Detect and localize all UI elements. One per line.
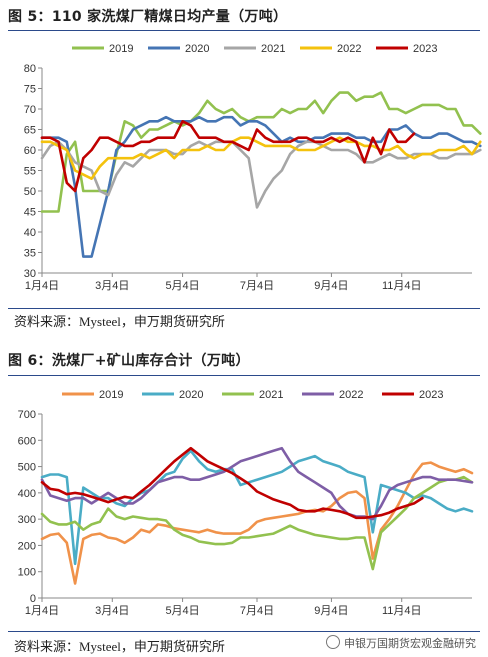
- chart1-title-rule: [8, 30, 480, 31]
- x-tick-label: 1月4日: [25, 280, 59, 292]
- chart2-source-rule: [8, 631, 480, 632]
- y-tick-label: 80: [24, 63, 36, 75]
- legend-label-2020: 2020: [185, 43, 209, 55]
- x-tick-label: 7月4日: [240, 605, 274, 617]
- chart1-source: 资料来源：Mysteel，申万期货研究所: [14, 314, 225, 329]
- x-tick-label: 11月4日: [382, 280, 422, 292]
- y-tick-label: 0: [30, 593, 36, 605]
- y-tick-label: 100: [18, 567, 36, 579]
- y-tick-label: 200: [18, 540, 36, 552]
- y-tick-label: 65: [24, 125, 36, 137]
- y-tick-label: 45: [24, 207, 36, 219]
- legend-label-2020: 2020: [179, 389, 203, 401]
- y-tick-label: 600: [18, 435, 36, 447]
- chart1-source-rule: [8, 308, 480, 309]
- x-tick-label: 5月4日: [165, 605, 199, 617]
- x-tick-label: 11月4日: [382, 605, 422, 617]
- legend-label-2023: 2023: [419, 389, 443, 401]
- series-line-2019: [40, 461, 474, 585]
- y-tick-label: 50: [24, 186, 36, 198]
- y-tick-label: 55: [24, 166, 36, 178]
- y-tick-label: 700: [18, 409, 36, 421]
- x-tick-label: 3月4日: [95, 605, 129, 617]
- y-tick-label: 40: [24, 227, 36, 239]
- legend-label-2022: 2022: [339, 389, 363, 401]
- y-tick-label: 300: [18, 514, 36, 526]
- series-line-2023: [40, 120, 416, 193]
- series-line-2022: [40, 136, 482, 180]
- chart2-title: 图 6：洗煤厂+矿山库存合计（万吨）: [8, 353, 250, 369]
- y-tick-label: 35: [24, 248, 36, 260]
- y-tick-label: 70: [24, 104, 36, 116]
- series-line-2020: [40, 115, 482, 258]
- y-tick-label: 500: [18, 462, 36, 474]
- legend-label-2019: 2019: [99, 389, 123, 401]
- x-tick-label: 9月4日: [314, 605, 348, 617]
- y-tick-label: 400: [18, 488, 36, 500]
- y-tick-label: 60: [24, 145, 36, 157]
- x-tick-label: 3月4日: [95, 280, 129, 292]
- series-line-2022: [40, 446, 474, 521]
- legend-label-2022: 2022: [337, 43, 361, 55]
- legend-label-2021: 2021: [259, 389, 283, 401]
- watermark: 申银万国期货宏观金融研究: [326, 635, 476, 651]
- legend-label-2021: 2021: [261, 43, 285, 55]
- series-line-2023: [40, 446, 424, 520]
- chart2-svg: 2019 2020 2021 2022 2023 0 100 200 300 400 500 600 7…: [18, 389, 474, 617]
- x-tick-label: 5月4日: [165, 280, 199, 292]
- series-line-2021: [40, 475, 474, 571]
- x-tick-label: 7月4日: [240, 280, 274, 292]
- legend-label-2019: 2019: [109, 43, 133, 55]
- chart1-svg: 2019 2020 2021 2022 2023 30 35 40 45 50 55 60 65 70 75…: [24, 43, 482, 292]
- series-line-2021: [40, 140, 482, 209]
- y-tick-label: 75: [24, 84, 36, 96]
- x-tick-label: 9月4日: [314, 280, 348, 292]
- wechat-icon: [326, 635, 340, 649]
- legend-label-2023: 2023: [413, 43, 437, 55]
- chart2-source: 资料来源：Mysteel，申万期货研究所: [14, 639, 225, 654]
- chart1-title: 图 5：110 家洗煤厂精煤日均产量（万吨）: [8, 9, 288, 25]
- y-tick-label: 30: [24, 268, 36, 280]
- watermark-text: 申银万国期货宏观金融研究: [344, 637, 476, 650]
- x-tick-label: 1月4日: [25, 605, 59, 617]
- chart2-title-rule: [8, 375, 480, 376]
